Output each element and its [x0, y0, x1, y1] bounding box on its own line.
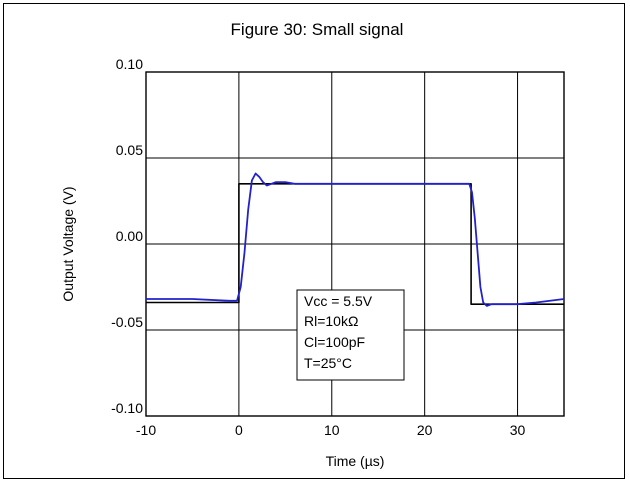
figure-frame	[3, 3, 625, 479]
x-tick-label: 30	[510, 422, 526, 438]
x-tick-label: 10	[324, 422, 340, 438]
chart-title: Figure 30: Small signal	[231, 20, 404, 39]
y-tick-label: 0.10	[116, 56, 143, 72]
annotation-line: Vcc = 5.5V	[304, 293, 373, 309]
y-tick-label: -0.05	[111, 314, 143, 330]
annotation-box: Vcc = 5.5V Rl=10kΩ Cl=100pF T=25°C	[296, 289, 405, 381]
annotation-line: Rl=10kΩ	[304, 313, 358, 329]
series-2-line	[146, 172, 565, 307]
annotation-line: Cl=100pF	[304, 334, 365, 350]
y-axis-label: Output Voltage (V)	[60, 186, 76, 301]
x-tick-label: 20	[417, 422, 433, 438]
x-axis-label: Time (µs)	[326, 453, 385, 469]
y-tick-label: 0.05	[116, 142, 143, 158]
y-tick-label: -0.10	[111, 400, 143, 416]
annotation-line: T=25°C	[304, 355, 352, 371]
y-tick-label: 0.00	[116, 228, 143, 244]
x-tick-label: 0	[235, 422, 243, 438]
x-tick-label: -10	[136, 422, 156, 438]
plot-frame	[145, 71, 565, 417]
